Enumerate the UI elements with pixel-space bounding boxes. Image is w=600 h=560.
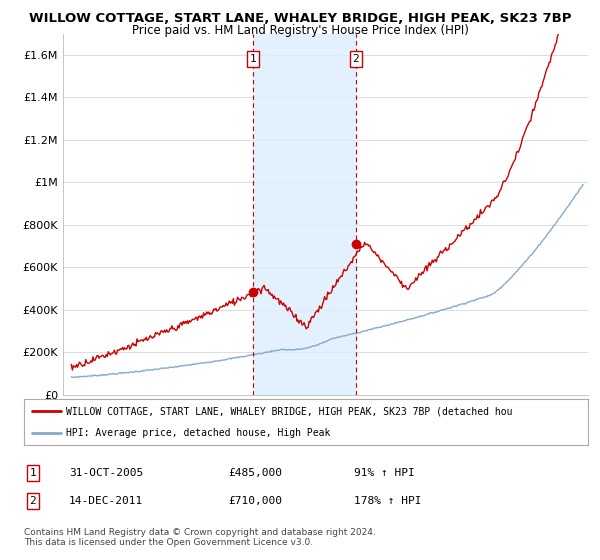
- Text: WILLOW COTTAGE, START LANE, WHALEY BRIDGE, HIGH PEAK, SK23 7BP: WILLOW COTTAGE, START LANE, WHALEY BRIDG…: [29, 12, 571, 25]
- Text: 1: 1: [29, 468, 37, 478]
- Bar: [253, 34, 356, 395]
- Text: 14-DEC-2011: 14-DEC-2011: [69, 496, 143, 506]
- Text: 91% ↑ HPI: 91% ↑ HPI: [354, 468, 415, 478]
- Text: HPI: Average price, detached house, High Peak: HPI: Average price, detached house, High…: [66, 428, 331, 438]
- Text: £485,000: £485,000: [228, 468, 282, 478]
- Text: 1: 1: [250, 54, 256, 64]
- Text: WILLOW COTTAGE, START LANE, WHALEY BRIDGE, HIGH PEAK, SK23 7BP (detached hou: WILLOW COTTAGE, START LANE, WHALEY BRIDG…: [66, 406, 513, 416]
- Text: 2: 2: [29, 496, 37, 506]
- Text: 178% ↑ HPI: 178% ↑ HPI: [354, 496, 421, 506]
- Text: 2: 2: [352, 54, 359, 64]
- Text: Price paid vs. HM Land Registry's House Price Index (HPI): Price paid vs. HM Land Registry's House …: [131, 24, 469, 36]
- Text: Contains HM Land Registry data © Crown copyright and database right 2024.
This d: Contains HM Land Registry data © Crown c…: [24, 528, 376, 547]
- Text: 31-OCT-2005: 31-OCT-2005: [69, 468, 143, 478]
- Text: £710,000: £710,000: [228, 496, 282, 506]
